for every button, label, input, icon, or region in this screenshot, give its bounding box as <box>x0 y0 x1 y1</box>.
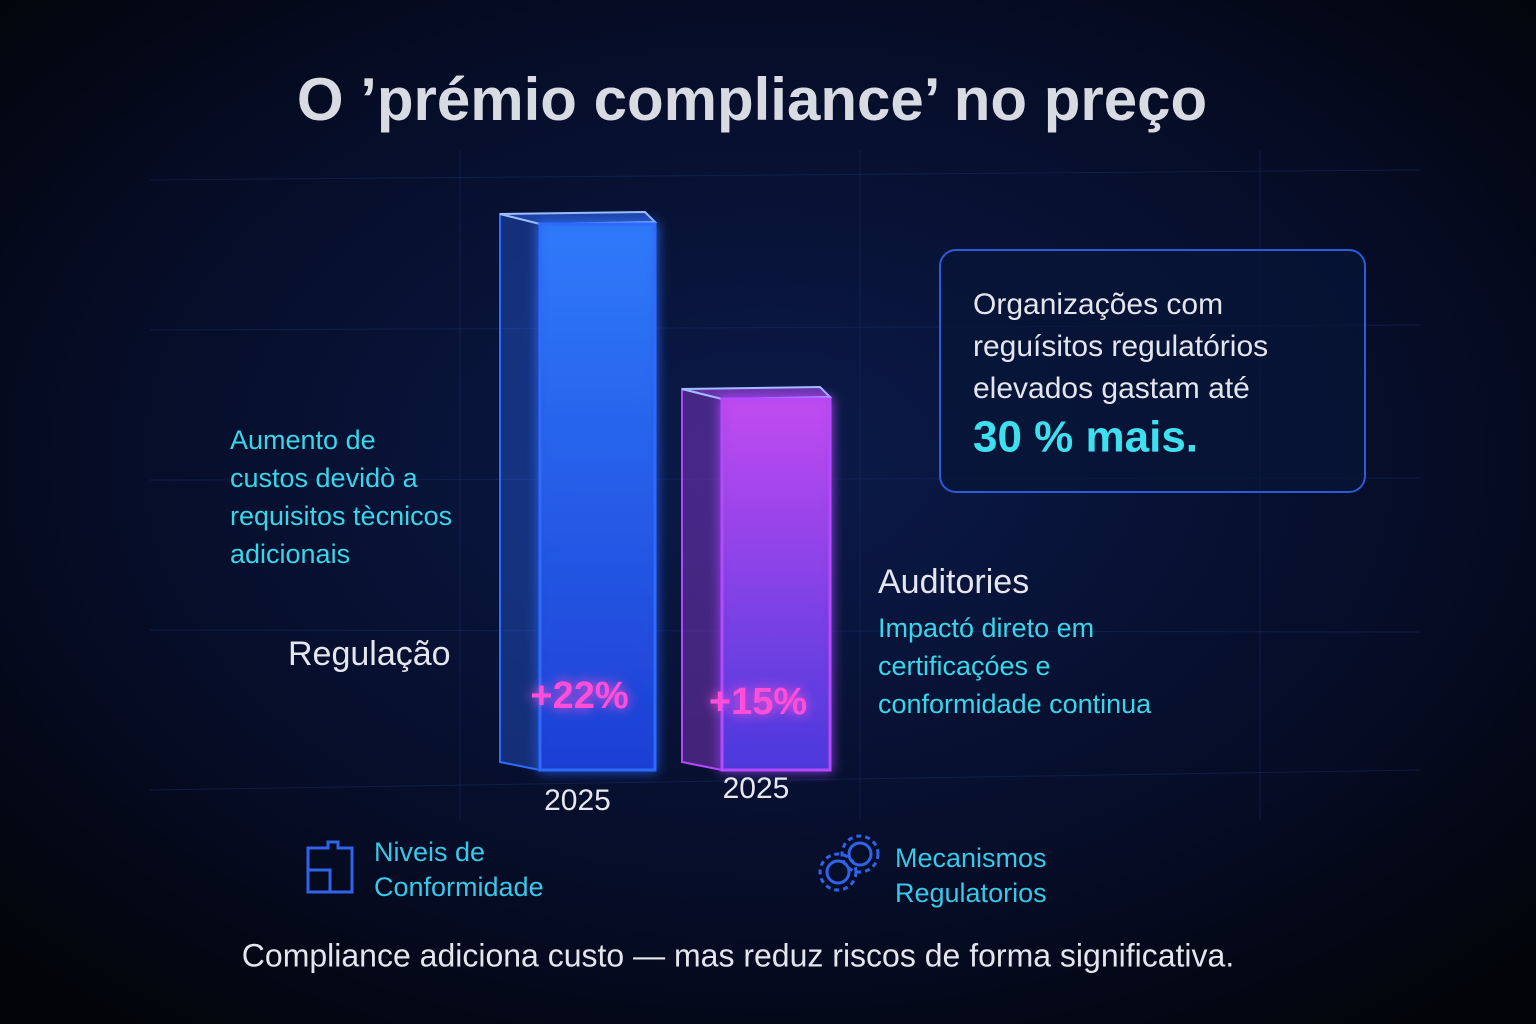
bar <box>720 397 832 772</box>
annotation-heading: Auditories <box>878 563 1029 601</box>
callout-text: elevados gastam até <box>973 372 1250 405</box>
annotation-text: custos devidò a <box>230 463 419 493</box>
callout-highlight: 30 % mais. <box>973 413 1198 462</box>
annotation-heading: Regulação <box>288 635 451 673</box>
annotation-text: certificaçóes e <box>878 651 1051 681</box>
annotation-text: requisitos tècnicos <box>230 501 452 531</box>
annotation-text: Aumento de <box>230 425 376 455</box>
value-label: +22% <box>530 675 628 717</box>
legend-text: Niveis de <box>374 837 485 867</box>
callout-text: reguísitos regulatórios <box>973 330 1268 363</box>
value-label: +15% <box>709 681 807 723</box>
annotation-text: conformidade continua <box>878 689 1152 719</box>
legend-text: Conformidade <box>374 872 544 902</box>
icon-puzzle <box>306 840 354 894</box>
legend-text: Mecanismos <box>895 843 1047 873</box>
x-tick-label: 2025 <box>544 784 611 817</box>
bar <box>538 222 657 772</box>
callout-text: Organizações com <box>973 288 1223 321</box>
footer: Compliance adiciona custo — mas reduz ri… <box>242 937 1234 973</box>
bar-top <box>499 210 658 226</box>
callout-box <box>939 249 1366 493</box>
x-tick-label: 2025 <box>723 772 790 805</box>
annotation-text: adicionais <box>230 539 350 569</box>
legend-text: Regulatorios <box>895 878 1047 908</box>
chart-title: O ’prémio compliance’ no preço <box>297 66 1207 133</box>
annotation-text: Impactó direto em <box>878 613 1094 643</box>
icon-gears <box>818 834 880 892</box>
bar-top <box>681 385 833 401</box>
